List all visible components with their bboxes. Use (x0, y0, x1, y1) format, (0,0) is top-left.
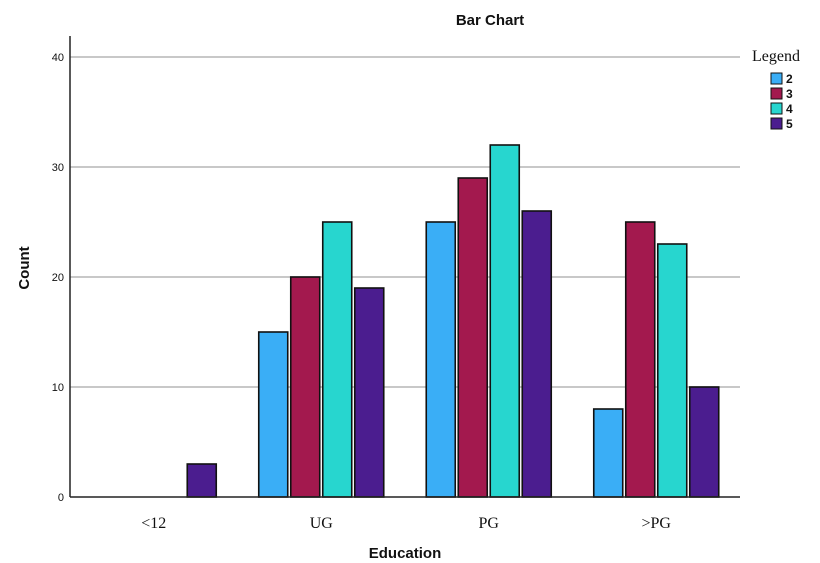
legend-swatch (770, 102, 783, 115)
bar-PG-series-3 (457, 177, 489, 498)
legend-label: 3 (786, 87, 793, 101)
bar-UG-series-4 (321, 221, 353, 498)
x-tick-label: UG (310, 515, 334, 532)
legend-swatch (770, 87, 783, 100)
y-tick-label: 40 (52, 52, 64, 64)
y-tick-label: 20 (52, 272, 64, 284)
y-tick-labels: 0 10 20 30 40 (52, 52, 64, 504)
y-tick-label: 10 (52, 382, 64, 394)
y-tick-label: 0 (58, 492, 64, 504)
bar->PG-series-3 (624, 221, 656, 498)
x-tick-labels: <12 UG PG >PG (141, 515, 671, 532)
legend-label: 2 (786, 72, 793, 86)
x-tick-label: >PG (642, 515, 672, 532)
legend-title: Legend (752, 48, 800, 65)
y-tick-label: 30 (52, 162, 64, 174)
legend-label: 4 (786, 102, 793, 116)
bar-UG-series-5 (353, 287, 385, 498)
bar-UG-series-2 (257, 331, 289, 498)
bar->PG-series-5 (688, 386, 720, 498)
y-axis-label: Count (16, 246, 33, 289)
chart-title: Bar Chart (456, 12, 524, 29)
legend-swatch (770, 117, 783, 130)
legend-label: 5 (786, 117, 793, 131)
x-tick-label: <12 (141, 515, 166, 532)
bar-PG-series-4 (489, 144, 521, 498)
bar->PG-series-4 (656, 243, 688, 498)
x-tick-label: PG (479, 515, 500, 532)
bars (186, 144, 720, 498)
bar->PG-series-2 (592, 408, 624, 498)
legend-swatch (770, 72, 783, 85)
bar-PG-series-2 (425, 221, 457, 498)
bar-UG-series-3 (289, 276, 321, 498)
bar-PG-series-5 (521, 210, 553, 498)
bar-<12-series-5 (186, 463, 218, 498)
x-axis-label: Education (369, 545, 442, 562)
